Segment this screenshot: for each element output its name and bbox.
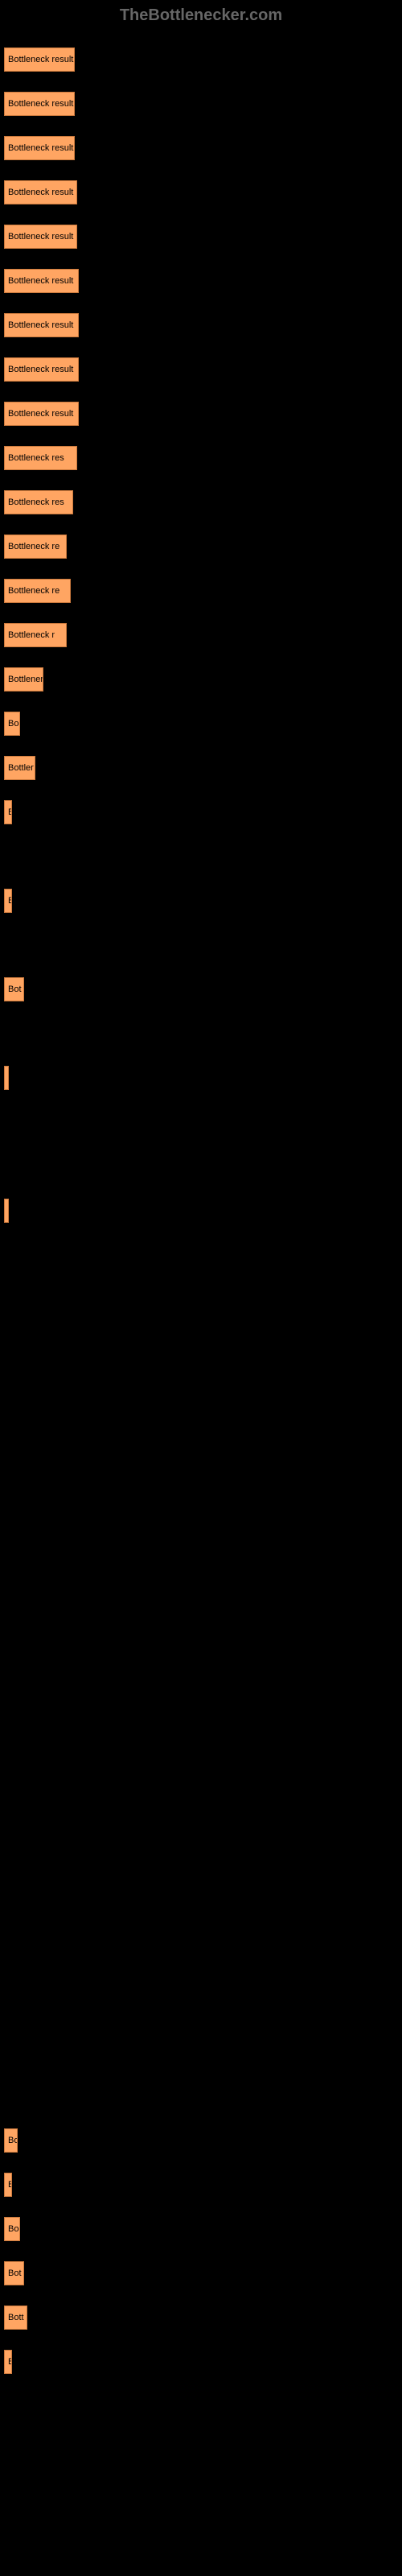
chart-bar: Bottlener bbox=[4, 667, 43, 691]
bar-row: Bottleneck result bbox=[4, 218, 398, 254]
bar-row bbox=[4, 1635, 398, 1671]
chart-bar: Bottleneck re bbox=[4, 579, 71, 603]
bar-row bbox=[4, 1724, 398, 1760]
chart-bar: Bottleneck result bbox=[4, 225, 77, 249]
chart-bar: B bbox=[4, 2173, 12, 2197]
bar-row bbox=[4, 1015, 398, 1051]
bar-row bbox=[4, 1901, 398, 1937]
chart-bar: Bottleneck result bbox=[4, 402, 79, 426]
chart-bar: Bottleneck res bbox=[4, 446, 77, 470]
bar-row bbox=[4, 1059, 398, 1096]
chart-bar: Bottleneck res bbox=[4, 490, 73, 514]
chart-bar bbox=[4, 1066, 9, 1090]
bar-row: Bottleneck re bbox=[4, 528, 398, 564]
bar-row bbox=[4, 1502, 398, 1538]
bar-row: Bottleneck result bbox=[4, 130, 398, 166]
bar-row bbox=[4, 1945, 398, 1981]
bar-row bbox=[4, 1192, 398, 1228]
bar-row: Bo bbox=[4, 2211, 398, 2247]
chart-bar bbox=[4, 1199, 9, 1223]
chart-bar: B bbox=[4, 2350, 12, 2374]
bar-row: B bbox=[4, 2343, 398, 2380]
bar-row bbox=[4, 1591, 398, 1627]
bar-row: Bottleneck result bbox=[4, 351, 398, 387]
chart-bar: Bottleneck result bbox=[4, 180, 77, 204]
bar-row bbox=[4, 1104, 398, 1140]
chart-bar: Bottleneck result bbox=[4, 357, 79, 382]
bar-row: Bottleneck result bbox=[4, 174, 398, 210]
site-header: TheBottlenecker.com bbox=[0, 0, 402, 41]
bar-row bbox=[4, 1679, 398, 1715]
bar-row bbox=[4, 1414, 398, 1450]
bar-row: Bottleneck res bbox=[4, 484, 398, 520]
bar-row bbox=[4, 927, 398, 963]
chart-bar: Bo bbox=[4, 712, 20, 736]
bar-row: Bot bbox=[4, 971, 398, 1007]
bar-row: Bottleneck result bbox=[4, 262, 398, 299]
chart-bar: Bottleneck r bbox=[4, 623, 67, 647]
chart-bar: Bo bbox=[4, 2128, 18, 2153]
chart-bar: Bottleneck result bbox=[4, 313, 79, 337]
bar-row bbox=[4, 1458, 398, 1494]
bar-row: Bottleneck re bbox=[4, 572, 398, 609]
bar-row: Bott bbox=[4, 2299, 398, 2335]
chart-bar: Bot bbox=[4, 977, 24, 1001]
bar-row: Bottleneck result bbox=[4, 41, 398, 77]
bar-row: Bottlener bbox=[4, 661, 398, 697]
chart-bar: Bottleneck re bbox=[4, 535, 67, 559]
bar-row: Bot bbox=[4, 2255, 398, 2291]
bar-row bbox=[4, 1856, 398, 1893]
bar-row bbox=[4, 1546, 398, 1583]
chart-bar: Bottleneck result bbox=[4, 47, 75, 72]
bar-row: Bottleneck r bbox=[4, 617, 398, 653]
chart-bar: B bbox=[4, 800, 12, 824]
chart-bar: Bot bbox=[4, 2261, 24, 2285]
bar-chart: Bottleneck result Bottleneck result Bottle… bbox=[0, 41, 402, 2380]
bar-row bbox=[4, 1236, 398, 1273]
chart-bar: Bott bbox=[4, 2306, 27, 2330]
bar-row bbox=[4, 1369, 398, 1406]
chart-bar: Bottler bbox=[4, 756, 35, 780]
bar-row bbox=[4, 838, 398, 874]
bar-row: B bbox=[4, 2166, 398, 2202]
bar-row bbox=[4, 1325, 398, 1361]
bar-row: Bo bbox=[4, 705, 398, 741]
bar-row: Bottleneck result bbox=[4, 307, 398, 343]
bar-row: Bottleneck res bbox=[4, 440, 398, 476]
bar-row: Bo bbox=[4, 2122, 398, 2158]
bar-row: Bottler bbox=[4, 749, 398, 786]
bar-row bbox=[4, 2078, 398, 2114]
bar-row: B bbox=[4, 794, 398, 830]
bar-row bbox=[4, 1989, 398, 2025]
bar-row bbox=[4, 1281, 398, 1317]
bar-row bbox=[4, 1812, 398, 1848]
bar-row bbox=[4, 1768, 398, 1804]
chart-bar: Bo bbox=[4, 2217, 20, 2241]
bar-row bbox=[4, 2033, 398, 2070]
chart-bar: Bottleneck result bbox=[4, 92, 75, 116]
bar-row bbox=[4, 1148, 398, 1184]
chart-bar: Bottleneck result bbox=[4, 136, 75, 160]
bar-row: Bottleneck result bbox=[4, 395, 398, 431]
bar-row: B bbox=[4, 882, 398, 919]
chart-bar: Bottleneck result bbox=[4, 269, 79, 293]
bar-row: Bottleneck result bbox=[4, 85, 398, 122]
chart-bar: B bbox=[4, 889, 12, 913]
